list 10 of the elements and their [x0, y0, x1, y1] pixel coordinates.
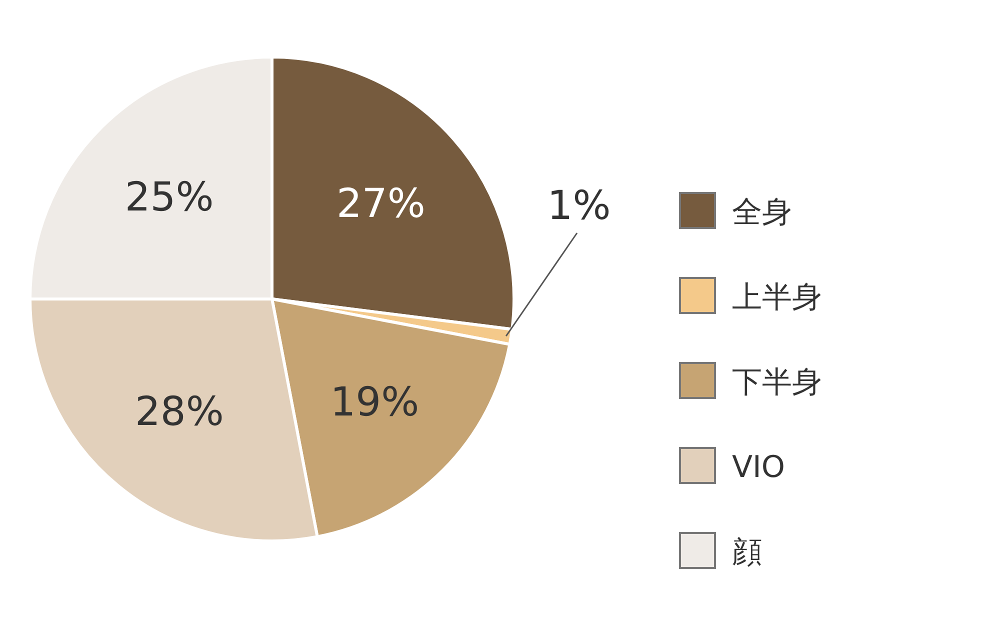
- data-label: 28%: [134, 388, 224, 435]
- data-label: 19%: [330, 380, 420, 426]
- legend-label: 顔: [732, 535, 762, 570]
- data-label: 25%: [124, 174, 214, 220]
- legend-label: 全身: [732, 195, 792, 230]
- data-label: 1%: [547, 183, 611, 229]
- legend-label: 下半身: [732, 365, 822, 400]
- legend-label: 上半身: [732, 280, 822, 315]
- legend-label: VIO: [732, 450, 785, 485]
- data-label: 27%: [336, 180, 426, 227]
